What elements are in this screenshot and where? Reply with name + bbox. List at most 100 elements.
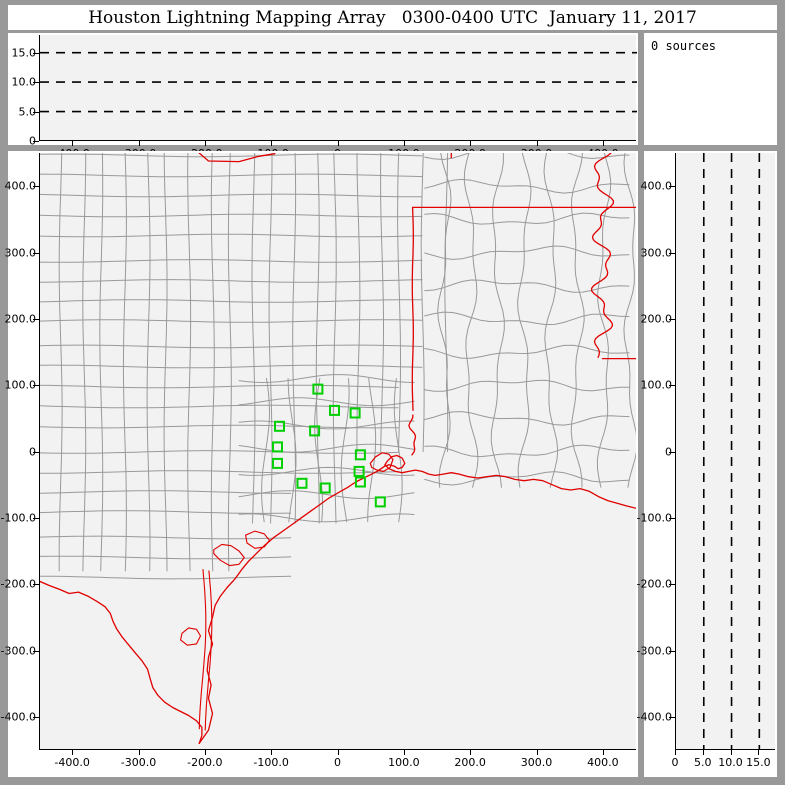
lma-station-marker[interactable]: [296, 477, 308, 489]
lma-station-marker[interactable]: [272, 457, 283, 469]
x-tick-mark: [702, 750, 704, 755]
y-tick-mark: [33, 584, 39, 586]
y-tick-mark: [669, 451, 675, 453]
lma-station-marker[interactable]: [354, 476, 366, 488]
x-tick-mark: [204, 141, 206, 146]
source-count-label: 0 sources: [651, 39, 717, 53]
x-tick-mark: [271, 750, 273, 755]
altitude-histogram-panel[interactable]: -400.0 -300.0 -200.0 -100.0 0 100.0 200.0 300.0…: [637, 151, 777, 777]
x-tick-label: 0: [671, 756, 679, 769]
y-tick-label: -100.0: [636, 511, 672, 525]
x-tick-mark: [138, 750, 140, 755]
lma-station-marker[interactable]: [354, 449, 366, 461]
y-tick-mark: [669, 385, 675, 387]
y-tick-label: 100.0: [640, 378, 673, 392]
lma-station-marker[interactable]: [309, 425, 321, 437]
x-tick-mark: [470, 141, 472, 146]
x-tick-mark: [72, 750, 74, 755]
lma-station-marker[interactable]: [272, 441, 283, 453]
y-tick-label: -300.0: [0, 644, 36, 657]
x-tick-mark: [337, 750, 339, 755]
lma-station-marker[interactable]: [319, 482, 331, 494]
y-tick-mark: [33, 82, 39, 84]
y-tick-mark: [33, 52, 39, 54]
x-tick-mark: [138, 141, 140, 146]
y-tick-label: 0: [29, 135, 36, 148]
y-tick-label: 200.0: [4, 312, 37, 326]
y-tick-label: -400.0: [636, 710, 672, 724]
y-tick-label: 0: [665, 445, 672, 458]
x-tick-mark: [730, 750, 732, 755]
source-count-panel: 0 sources: [644, 33, 777, 145]
x-tick-label: 15.0: [746, 756, 771, 769]
time-altitude-panel[interactable]: 05.010.015.0 -400.0-300.0-200.0-100.0010…: [8, 33, 638, 160]
x-tick-mark: [403, 141, 405, 146]
altitude-plot-area[interactable]: [675, 153, 775, 750]
lma-station-marker[interactable]: [374, 496, 386, 508]
y-tick-label: -400.0: [0, 710, 36, 724]
y-tick-mark: [33, 451, 39, 453]
y-tick-mark: [33, 141, 39, 142]
x-tick-mark: [675, 750, 676, 755]
y-tick-mark: [669, 517, 675, 519]
x-tick-label: -100.0: [253, 756, 289, 769]
x-tick-mark: [602, 750, 604, 755]
lma-station-marker[interactable]: [329, 404, 340, 416]
altitude-gridlines: [702, 153, 761, 749]
y-tick-label: -300.0: [636, 644, 672, 657]
y-tick-mark: [669, 186, 675, 188]
y-tick-mark: [669, 584, 675, 586]
y-tick-mark: [33, 650, 39, 652]
x-tick-label: -400.0: [54, 756, 90, 769]
plan-view-map-plot-area[interactable]: [39, 153, 636, 750]
x-tick-label: -200.0: [187, 756, 223, 769]
time-altitude-gridlines: [40, 51, 637, 113]
x-tick-label: 10.0: [718, 756, 743, 769]
y-tick-mark: [669, 318, 675, 320]
y-tick-label: 100.0: [4, 378, 37, 392]
y-tick-mark: [33, 517, 39, 519]
y-tick-mark: [33, 111, 39, 113]
y-tick-mark: [33, 716, 39, 718]
y-tick-label: 400.0: [4, 179, 37, 193]
map-geography: [40, 153, 636, 745]
y-tick-mark: [669, 650, 675, 652]
plan-view-map-panel[interactable]: -400.0 -300.0 -200.0 -100.0 0 100.0 200.0 300.0…: [1, 151, 638, 777]
y-tick-mark: [33, 186, 39, 188]
x-tick-mark: [403, 750, 405, 755]
y-tick-label: 15.0: [11, 46, 37, 60]
time-altitude-plot-area[interactable]: [39, 35, 637, 141]
x-tick-mark: [72, 141, 74, 146]
y-tick-mark: [33, 385, 39, 387]
y-tick-label: -200.0: [636, 577, 672, 591]
x-tick-label: 0: [334, 756, 341, 769]
y-tick-label: 300.0: [4, 246, 37, 259]
x-tick-mark: [602, 141, 604, 146]
lma-station-marker[interactable]: [353, 465, 365, 477]
x-tick-label: 5.0: [694, 756, 712, 769]
x-tick-label: 300.0: [520, 756, 553, 769]
x-tick-label: 400.0: [587, 756, 619, 769]
x-tick-mark: [536, 750, 538, 755]
lma-station-marker[interactable]: [274, 420, 285, 432]
lma-station-marker[interactable]: [312, 383, 324, 395]
title-bar: Houston Lightning Mapping Array 0300-040…: [8, 5, 777, 30]
y-tick-label: -200.0: [0, 577, 36, 591]
y-tick-label: 400.0: [640, 179, 673, 193]
x-tick-mark: [204, 750, 206, 755]
lma-station-markers[interactable]: [40, 153, 636, 750]
y-tick-label: 5.0: [18, 105, 37, 119]
lma-station-marker[interactable]: [349, 407, 361, 419]
window-title: Houston Lightning Mapping Array 0300-040…: [88, 7, 697, 28]
y-tick-mark: [669, 716, 675, 718]
x-tick-mark: [337, 141, 339, 146]
y-tick-mark: [33, 252, 39, 254]
x-tick-label: -300.0: [120, 756, 157, 769]
y-tick-mark: [33, 318, 39, 320]
x-tick-mark: [271, 141, 273, 146]
y-tick-label: 10.0: [11, 75, 37, 89]
x-tick-mark: [470, 750, 472, 755]
y-tick-label: -100.0: [0, 511, 36, 525]
y-tick-label: 300.0: [640, 246, 673, 259]
